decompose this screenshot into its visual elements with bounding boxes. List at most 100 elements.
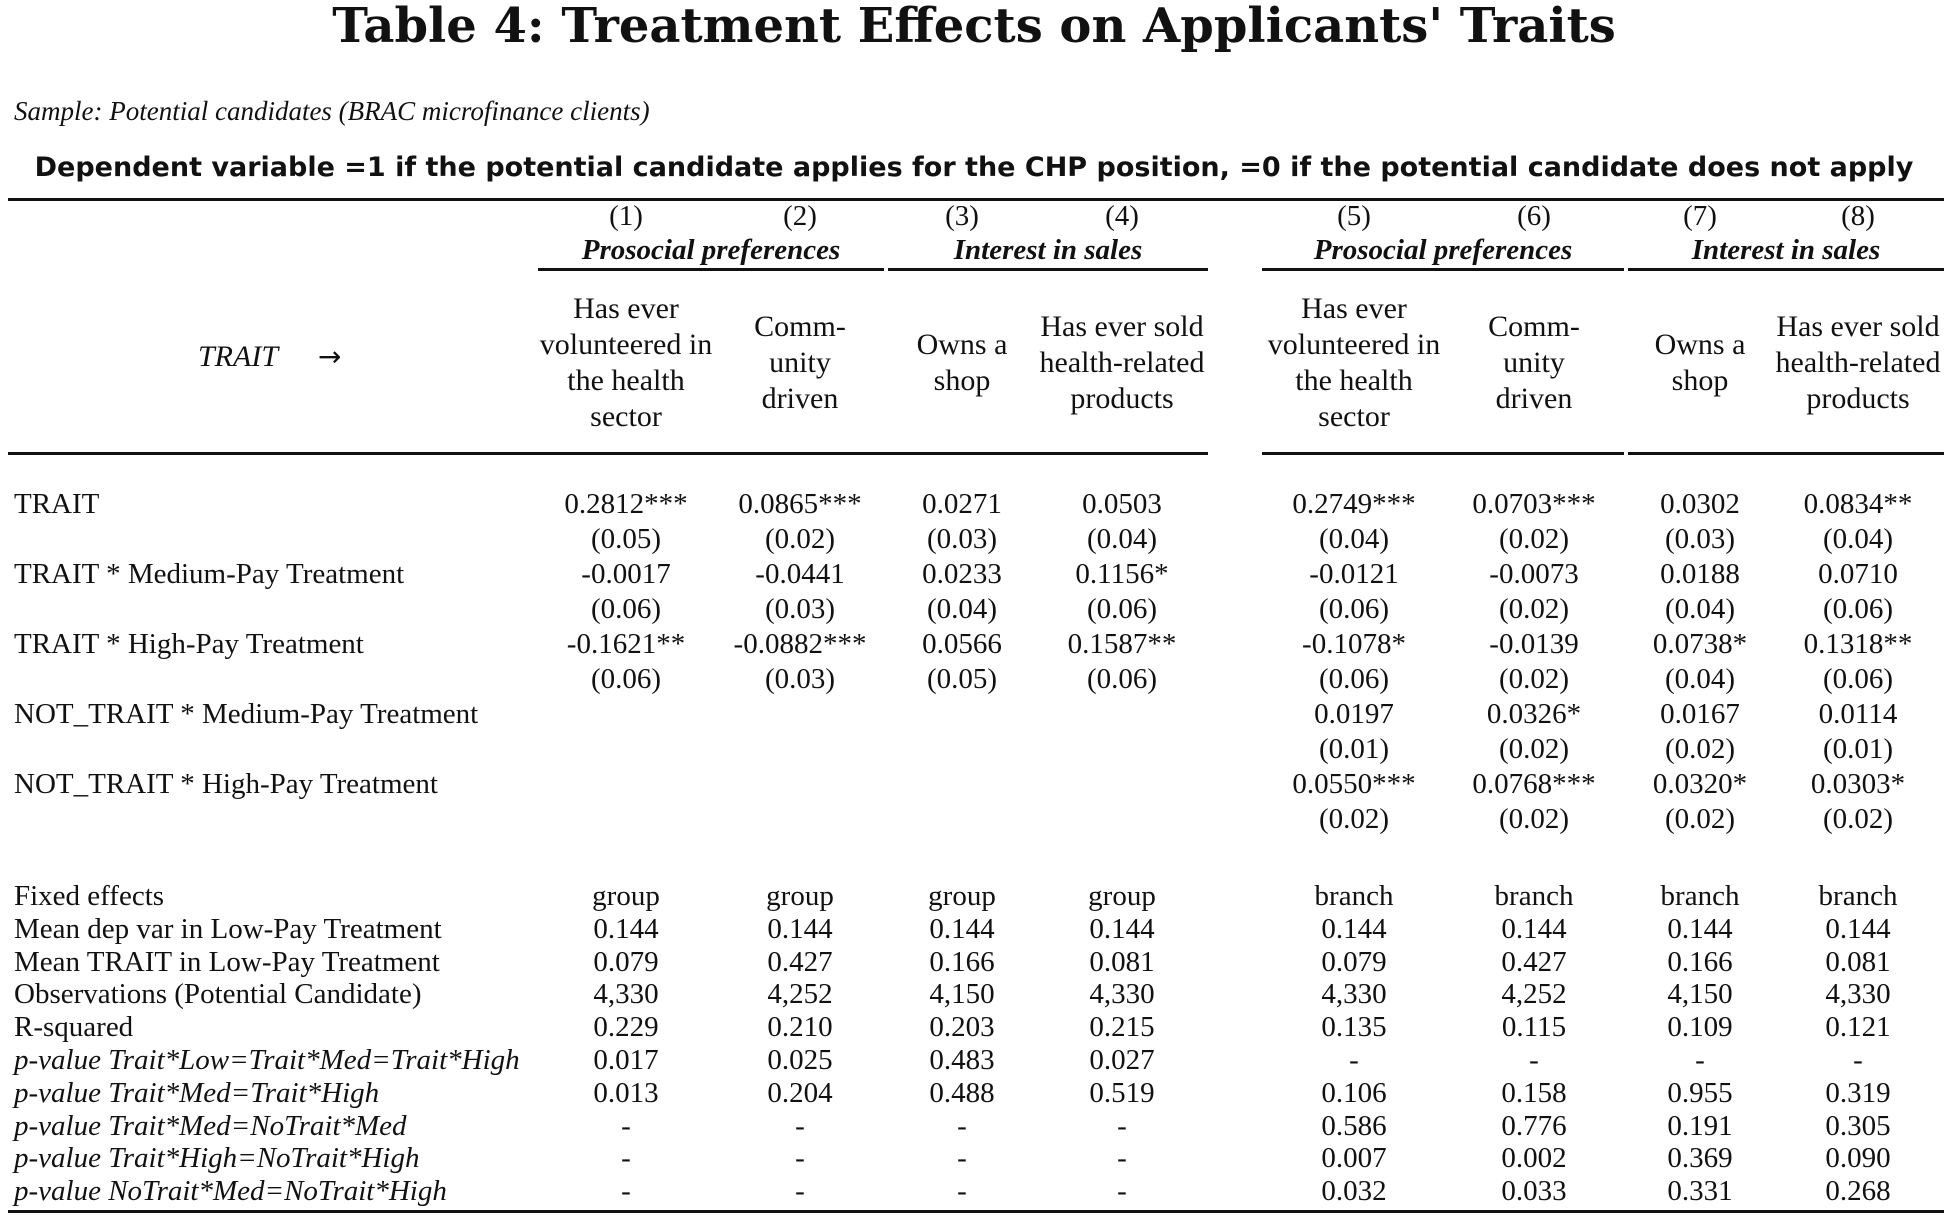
group-underline-4 [1628, 268, 1944, 271]
std-error-cell: (0.05) [926, 663, 998, 695]
coefficient-cell: 0.0834** [1803, 488, 1913, 520]
coefficient-cell: 0.1318** [1803, 628, 1913, 660]
stat-cell: 0.776 [1501, 1109, 1567, 1142]
coefficient-cell: -0.1078* [1302, 628, 1406, 660]
sample-note: Sample: Potential candidates (BRAC micro… [14, 96, 650, 126]
stat-cell: - [621, 1142, 631, 1175]
coefficient-cell: 0.0303* [1810, 768, 1906, 800]
stat-cell: branch [1494, 880, 1574, 912]
stat-cell: 0.144 [1321, 912, 1387, 945]
coefficient-cell: -0.1621** [566, 628, 686, 660]
stat-cell: - [957, 1142, 967, 1175]
coefficient-cell: -0.0441 [755, 558, 845, 590]
stat-cell: 0.268 [1825, 1175, 1891, 1208]
column-number: (7) [1683, 200, 1717, 232]
stat-cell: 0.109 [1667, 1011, 1733, 1044]
stat-cell: 0.203 [929, 1011, 995, 1044]
stat-row-label: R-squared [14, 1011, 134, 1044]
row-label: NOT_TRAIT * Medium-Pay Treatment [14, 698, 479, 730]
stat-cell: 0.007 [1321, 1142, 1387, 1175]
coefficient-cell: 0.0233 [922, 558, 1002, 590]
coefficient-cell: 0.0326* [1486, 698, 1582, 730]
stat-cell: 0.144 [929, 912, 995, 945]
stat-cell: 0.135 [1321, 1011, 1387, 1044]
column-header: Has ever volunteered in the health secto… [1267, 292, 1441, 433]
stat-cell: 4,252 [767, 978, 833, 1011]
stat-cell: 4,252 [1501, 978, 1567, 1011]
coefficient-cell: -0.0121 [1309, 558, 1399, 590]
stat-cell: 0.215 [1089, 1011, 1155, 1044]
std-error-cell: (0.03) [764, 663, 836, 695]
stat-row-label: Fixed effects [14, 880, 165, 912]
stat-cell: - [1117, 1175, 1127, 1208]
stat-cell: - [1529, 1044, 1539, 1076]
std-error-cell: (0.03) [764, 593, 836, 625]
std-error-cell: (0.02) [1498, 733, 1570, 765]
stat-cell: 0.427 [1501, 945, 1567, 978]
stat-cell: 0.166 [1667, 945, 1733, 978]
stat-cell: 0.002 [1501, 1142, 1567, 1175]
std-error-cell: (0.06) [1086, 593, 1158, 625]
stat-cell: group [928, 880, 996, 912]
coefficient-cell: 0.0197 [1314, 698, 1394, 730]
stat-cell: - [795, 1109, 805, 1142]
stat-cell: - [1117, 1142, 1127, 1175]
stat-cell: 0.319 [1825, 1076, 1891, 1109]
std-error-cell: (0.06) [1822, 663, 1894, 695]
stat-cell: 0.081 [1089, 945, 1155, 978]
stat-cell: group [1088, 880, 1156, 912]
coefficient-cell: 0.0188 [1660, 558, 1740, 590]
row-label: TRAIT [14, 488, 100, 520]
std-error-cell: (0.04) [1664, 663, 1736, 695]
stat-cell: - [795, 1175, 805, 1208]
std-error-cell: (0.02) [1318, 803, 1390, 835]
std-error-cell: (0.04) [926, 593, 998, 625]
stat-cell: 0.488 [929, 1076, 995, 1109]
stat-cell: 0.144 [593, 912, 659, 945]
stat-cell: - [1853, 1044, 1863, 1076]
stat-cell: 0.166 [929, 945, 995, 978]
stat-cell: 0.144 [1825, 912, 1891, 945]
stat-cell: 4,330 [1089, 978, 1155, 1011]
table-title: Table 4: Treatment Effects on Applicants… [332, 0, 1616, 54]
column-group-header: Interest in sales [953, 234, 1143, 266]
stat-cell: - [957, 1175, 967, 1208]
coefficient-cell: 0.2812*** [564, 488, 688, 520]
coefficient-cell: 0.0738* [1652, 628, 1748, 660]
column-header: Comm-unity driven [754, 310, 846, 415]
stat-row-label: Observations (Potential Candidate) [14, 978, 422, 1011]
stat-cell: 4,330 [1825, 978, 1891, 1011]
top-rule [8, 198, 1944, 201]
stat-cell: - [957, 1109, 967, 1142]
row-label: NOT_TRAIT * High-Pay Treatment [14, 768, 438, 800]
std-error-cell: (0.06) [1318, 663, 1390, 695]
coefficient-cell: -0.0139 [1489, 628, 1579, 660]
stat-cell: branch [1818, 880, 1898, 912]
stat-cell: 0.955 [1667, 1076, 1733, 1109]
std-error-cell: (0.02) [1664, 803, 1736, 835]
coefficient-cell: 0.1587** [1067, 628, 1177, 660]
column-group-header: Prosocial preferences [1313, 234, 1573, 266]
column-header: Owns a shop [916, 328, 1008, 397]
stat-cell: 0.369 [1667, 1142, 1733, 1175]
column-number: (2) [783, 200, 817, 232]
column-number: (6) [1517, 200, 1551, 232]
stat-cell: 0.081 [1825, 945, 1891, 978]
header-rule-b [1262, 452, 1624, 455]
stat-cell: 0.144 [1501, 912, 1567, 945]
stat-row-label: p-value Trait*Low=Trait*Med=Trait*High [14, 1044, 520, 1076]
stat-cell: group [766, 880, 834, 912]
column-number: (1) [609, 200, 643, 232]
stat-cell: 0.158 [1501, 1076, 1567, 1109]
coefficient-cell: 0.0302 [1660, 488, 1740, 520]
coefficient-cell: 0.0710 [1818, 558, 1898, 590]
std-error-cell: (0.01) [1822, 733, 1894, 765]
stat-cell: - [795, 1142, 805, 1175]
std-error-cell: (0.02) [1498, 663, 1570, 695]
std-error-cell: (0.06) [590, 663, 662, 695]
stat-row-label: Mean TRAIT in Low-Pay Treatment [14, 945, 440, 978]
stat-cell: 0.032 [1321, 1175, 1387, 1208]
column-number: (3) [945, 200, 979, 232]
coefficient-cell: 0.0503 [1082, 488, 1162, 520]
column-number: (4) [1105, 200, 1139, 232]
